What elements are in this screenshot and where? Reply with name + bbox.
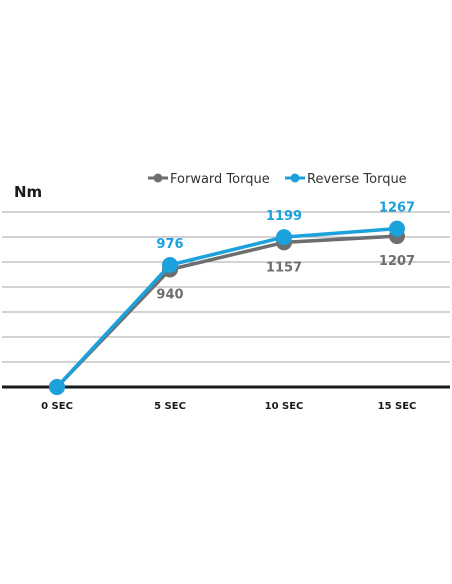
data-point (162, 257, 178, 273)
data-label: 1199 (266, 209, 302, 224)
series-line (55, 234, 398, 389)
x-tick-labels: 0 SEC 5 SEC 10 SEC 15 SEC (41, 401, 416, 412)
legend-swatch-marker (153, 173, 163, 183)
x-tick-label: 0 SEC (41, 401, 73, 412)
x-tick-label: 10 SEC (265, 401, 304, 412)
series-reverse-torque: 976 1199 1267 (49, 201, 415, 395)
legend-label: Forward Torque (170, 172, 270, 187)
legend: Forward Torque Reverse Torque (148, 172, 407, 187)
data-point (389, 220, 405, 237)
series-line (55, 226, 398, 389)
data-label: 1207 (379, 254, 415, 269)
data-point (276, 229, 292, 246)
data-label: 1267 (379, 201, 415, 216)
grid-lines (2, 211, 450, 363)
data-point (49, 379, 65, 395)
legend-item: Forward Torque (148, 172, 270, 187)
x-tick-label: 5 SEC (154, 401, 186, 412)
legend-swatch-marker (290, 173, 300, 183)
legend-item: Reverse Torque (285, 172, 407, 187)
series-group: 940 1157 1207 976 1199 1267 (49, 201, 415, 395)
legend-label: Reverse Torque (307, 172, 407, 187)
series-forward-torque: 940 1157 1207 (49, 228, 415, 395)
data-label: 976 (156, 237, 183, 252)
data-label: 940 (156, 288, 183, 303)
data-label: 1157 (266, 260, 302, 275)
y-axis-label: Nm (14, 183, 42, 201)
x-tick-label: 15 SEC (378, 401, 417, 412)
